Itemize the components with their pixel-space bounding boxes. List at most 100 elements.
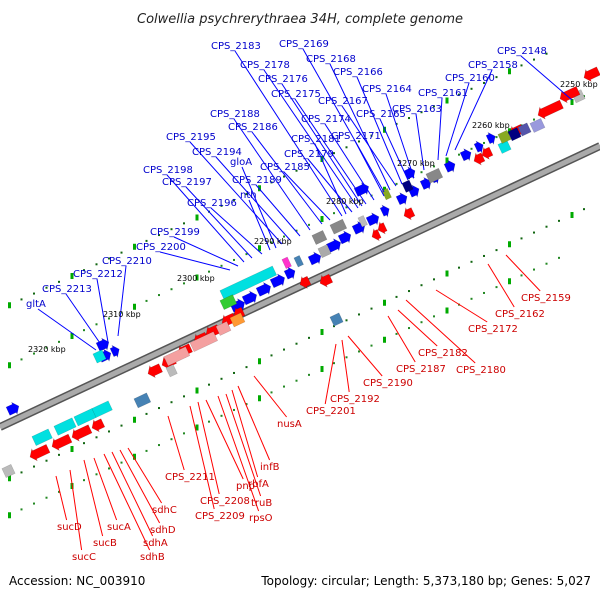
tick-mark — [445, 270, 449, 277]
tick-mark — [445, 97, 449, 104]
tick-mark — [158, 407, 160, 410]
tick-mark — [233, 408, 235, 411]
tick-mark — [520, 274, 523, 277]
cog-box — [31, 428, 53, 446]
forward-gene-label: CPS_2198 — [143, 165, 193, 176]
reverse-gene-label: sdhD — [150, 525, 176, 536]
tick-mark — [20, 508, 23, 511]
label-leader-line — [405, 299, 476, 364]
cog-box — [293, 255, 304, 268]
reverse-gene-label: sucA — [107, 522, 131, 533]
reverse-gene-arrow — [91, 418, 106, 433]
label-leader-line — [159, 251, 231, 271]
reverse-gene-label: CPS_2162 — [495, 309, 545, 320]
tick-mark — [495, 136, 498, 139]
label-leader-line — [283, 171, 331, 221]
tick-mark — [520, 64, 523, 67]
tick-mark — [333, 212, 335, 215]
tick-mark — [320, 329, 324, 336]
tick-mark — [158, 444, 160, 447]
label-leader-line — [255, 184, 301, 237]
forward-gene-arrow — [379, 204, 390, 218]
forward-gene-label: CPS_2179 — [284, 149, 334, 160]
label-leader-line — [329, 63, 391, 191]
label-leader-line — [445, 82, 470, 157]
label-leader-line — [83, 459, 104, 537]
tick-mark — [220, 377, 223, 380]
tick-mark — [308, 373, 310, 376]
label-leader-line — [281, 83, 363, 207]
forward-gene-arrow — [241, 290, 257, 306]
tick-mark — [483, 141, 485, 144]
reverse-gene-arrow — [377, 221, 388, 235]
label-leader-line — [385, 93, 415, 179]
forward-gene-label: CPS_2196 — [187, 198, 237, 209]
reverse-gene-arrow — [481, 146, 494, 160]
forward-gene-arrow — [269, 273, 285, 289]
tick-mark — [470, 297, 473, 300]
tick-mark — [270, 181, 273, 184]
forward-gene-label: CPS_2163 — [392, 104, 442, 115]
label-leader-line — [217, 395, 260, 512]
tick-mark — [95, 323, 98, 326]
tick-mark — [445, 157, 449, 164]
tick-mark — [58, 280, 60, 283]
label-leader-line — [354, 140, 385, 197]
tick-mark — [145, 412, 148, 415]
reverse-gene-label: sdhB — [140, 552, 165, 563]
tick-mark — [83, 329, 85, 332]
forward-gene-arrow — [307, 251, 322, 266]
reverse-gene-label: truB — [251, 498, 272, 509]
label-leader-line — [314, 143, 347, 215]
tick-mark — [245, 253, 248, 256]
tick-mark — [483, 81, 485, 84]
tick-mark — [308, 223, 310, 226]
tick-mark — [533, 118, 535, 121]
forward-gene-label: CPS_2168 — [306, 54, 356, 65]
label-leader-line — [324, 343, 337, 405]
reverse-gene-label: CPS_2208 — [200, 496, 250, 507]
reverse-gene-label: CPS_2209 — [195, 511, 245, 522]
forward-gene-label: CPS_2186 — [228, 122, 278, 133]
forward-gene-arrow — [337, 230, 352, 245]
cog-box — [92, 349, 107, 364]
reverse-gene-arrow — [147, 363, 163, 379]
reverse-gene-label: rpsO — [249, 513, 273, 524]
tick-mark — [358, 313, 360, 316]
tick-mark — [83, 442, 85, 445]
forward-gene-label: gltA — [26, 299, 46, 310]
forward-gene-label: CPS_2176 — [258, 74, 308, 85]
label-leader-line — [505, 254, 541, 292]
tick-mark — [495, 76, 498, 79]
label-leader-line — [302, 48, 385, 193]
cog-box — [317, 244, 332, 259]
kbp-label: 2250 kbp — [560, 80, 598, 89]
tick-mark — [345, 146, 348, 149]
label-leader-line — [127, 447, 163, 504]
tick-mark — [208, 383, 210, 386]
forward-gene-label: CPS_2213 — [42, 284, 92, 295]
label-leader-line — [397, 309, 438, 347]
tick-mark — [370, 134, 373, 137]
forward-gene-label: CPS_2164 — [362, 84, 412, 95]
kbp-label: 2270 kbp — [397, 159, 435, 168]
tick-mark — [95, 436, 98, 439]
tick-mark — [183, 395, 185, 398]
tick-mark — [520, 237, 523, 240]
tick-mark — [408, 290, 410, 293]
label-leader-line — [166, 174, 245, 263]
tick-mark — [170, 288, 173, 291]
forward-gene-label: CPS_2178 — [240, 60, 290, 71]
forward-gene-label: CPS_2185 — [260, 162, 310, 173]
tick-mark — [383, 299, 386, 306]
label-leader-line — [231, 389, 259, 478]
tick-mark — [120, 461, 123, 464]
tick-mark — [145, 239, 148, 242]
cog-box — [229, 312, 246, 328]
label-leader-line — [454, 69, 493, 151]
tick-mark — [545, 52, 548, 55]
tick-mark — [470, 260, 473, 263]
tick-mark — [108, 257, 110, 260]
tick-mark — [8, 362, 11, 369]
